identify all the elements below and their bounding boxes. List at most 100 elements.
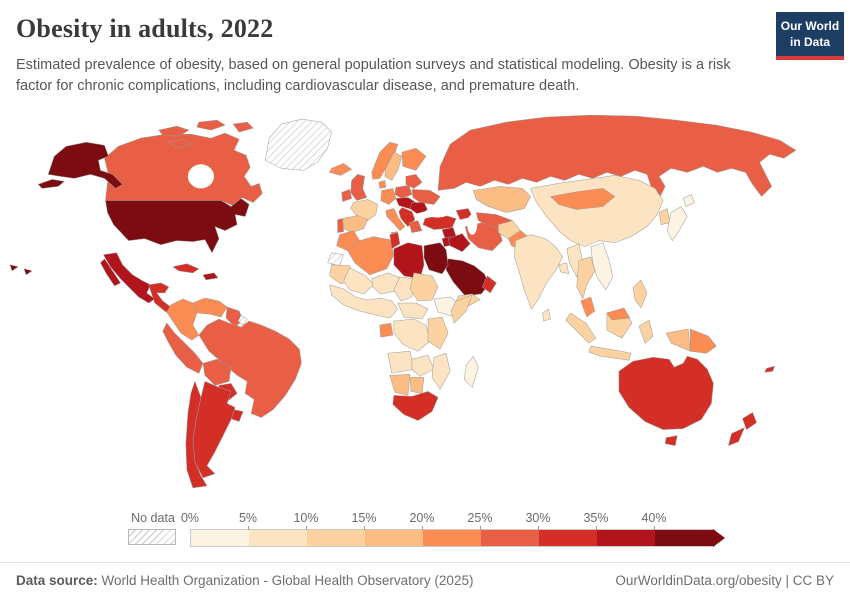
map-region-poland[interactable]	[394, 185, 413, 199]
legend-segment[interactable]	[423, 530, 481, 546]
map-region-saudi-arabia[interactable]	[445, 258, 490, 297]
legend-tick-row: 0% 5% 10% 15% 20% 25% 30% 35% 40%	[181, 511, 712, 530]
legend-segment[interactable]	[191, 530, 249, 546]
legend-open-end-arrow	[713, 529, 725, 547]
map-region-malaysia[interactable]	[580, 296, 596, 318]
map-region-malaysia-borneo[interactable]	[606, 307, 631, 321]
map-region-zambia[interactable]	[411, 354, 435, 377]
map-region-png[interactable]	[690, 328, 717, 354]
map-region-spain[interactable]	[341, 215, 368, 233]
map-region-greece[interactable]	[408, 220, 423, 233]
legend-tick-label: 40%	[641, 511, 667, 525]
map-region-tunisia[interactable]	[389, 232, 401, 249]
legend-no-data-label: No data	[131, 511, 175, 525]
map-region-cuba[interactable]	[172, 263, 200, 274]
legend-tick-mark	[538, 526, 539, 530]
map-region-kazakhstan[interactable]	[472, 186, 531, 213]
map-region-sweden[interactable]	[384, 152, 403, 181]
map-region-iraq[interactable]	[447, 233, 471, 252]
map-region-sumatra[interactable]	[565, 312, 597, 344]
legend-segment[interactable]	[655, 530, 713, 546]
legend-tick-label: 10%	[293, 511, 319, 525]
map-region-denmark[interactable]	[378, 180, 387, 189]
map-region-usa-hawaii[interactable]	[9, 264, 33, 276]
legend-tick-mark	[480, 526, 481, 530]
owid-credit-link[interactable]: OurWorldinData.org/obesity | CC BY	[615, 573, 834, 588]
map-region-ukraine[interactable]	[411, 189, 441, 205]
map-region-japan[interactable]	[666, 194, 695, 241]
map-region-south-africa[interactable]	[392, 391, 439, 421]
map-region-canada-arctic[interactable]	[158, 119, 254, 149]
map-region-tasmania[interactable]	[664, 435, 678, 446]
map-region-australia[interactable]	[618, 355, 714, 430]
hudson-bay	[187, 164, 214, 189]
map-region-thailand[interactable]	[576, 256, 596, 300]
map-region-guyanas[interactable]	[225, 306, 244, 328]
map-region-french-guiana[interactable]	[237, 314, 248, 326]
map-region-venezuela[interactable]	[192, 297, 228, 318]
map-region-uk[interactable]	[350, 174, 367, 201]
map-region-sri-lanka[interactable]	[542, 308, 551, 322]
map-region-usa[interactable]	[105, 198, 250, 253]
map-region-mexico[interactable]	[100, 252, 155, 304]
map-region-finland[interactable]	[401, 147, 427, 171]
map-region-usa-alaska[interactable]	[37, 141, 123, 189]
map-region-china[interactable]	[530, 175, 664, 247]
map-region-mongolia[interactable]	[550, 188, 616, 210]
map-region-mali[interactable]	[343, 267, 375, 295]
map-region-balkans[interactable]	[398, 207, 416, 227]
legend-segment[interactable]	[481, 530, 539, 546]
map-region-mozambique[interactable]	[431, 352, 451, 390]
map-region-botswana[interactable]	[409, 377, 425, 394]
map-region-france[interactable]	[350, 199, 379, 221]
map-region-peru[interactable]	[162, 322, 204, 374]
map-region-namibia[interactable]	[389, 374, 411, 396]
map-region-hispaniola[interactable]	[202, 272, 219, 281]
map-region-canada[interactable]	[104, 132, 263, 206]
map-region-western-sahara[interactable]	[327, 252, 344, 267]
map-region-brazil[interactable]	[198, 318, 302, 418]
map-region-central-africa[interactable]	[397, 302, 429, 320]
map-region-ireland[interactable]	[341, 189, 352, 202]
map-region-madagascar[interactable]	[463, 355, 479, 388]
legend-tick-label: 0%	[180, 511, 200, 525]
map-region-new-guinea-west[interactable]	[665, 328, 691, 352]
map-region-bolivia[interactable]	[202, 358, 232, 386]
legend-no-data-swatch[interactable]	[128, 529, 176, 545]
legend-segment[interactable]	[365, 530, 423, 546]
legend-segment[interactable]	[539, 530, 597, 546]
map-region-egypt[interactable]	[423, 242, 449, 275]
map-region-iceland[interactable]	[329, 163, 352, 176]
map-region-belarus-baltics[interactable]	[405, 174, 423, 189]
page-title: Obesity in adults, 2022	[16, 14, 274, 43]
map-region-russia[interactable]	[437, 114, 797, 197]
map-region-greenland[interactable]	[264, 118, 332, 171]
map-region-java[interactable]	[588, 345, 632, 361]
map-region-angola[interactable]	[387, 350, 415, 374]
map-region-chile[interactable]	[185, 381, 208, 489]
map-region-bangladesh[interactable]	[558, 262, 569, 275]
legend-segment[interactable]	[597, 530, 655, 546]
map-region-portugal[interactable]	[337, 218, 344, 233]
map-region-korea[interactable]	[658, 208, 671, 225]
map-region-drc[interactable]	[393, 318, 431, 352]
map-region-new-zealand[interactable]	[728, 412, 757, 446]
legend-segment[interactable]	[249, 530, 307, 546]
map-region-fiji[interactable]	[764, 366, 775, 373]
map-region-gabon[interactable]	[379, 322, 394, 338]
legend-segment[interactable]	[307, 530, 365, 546]
map-region-east-africa[interactable]	[427, 316, 449, 350]
map-region-philippines[interactable]	[632, 279, 648, 309]
map-region-india[interactable]	[514, 234, 563, 310]
map-region-sudan[interactable]	[409, 272, 439, 302]
owid-logo[interactable]: Our World in Data	[776, 12, 844, 61]
map-region-libya[interactable]	[393, 242, 425, 280]
map-region-somalia[interactable]	[450, 294, 473, 324]
map-region-chad[interactable]	[393, 276, 415, 302]
map-region-romania[interactable]	[409, 202, 429, 214]
map-region-sulawesi[interactable]	[638, 319, 654, 344]
map-region-germany[interactable]	[380, 188, 397, 205]
map-region-vietnam[interactable]	[590, 242, 614, 291]
map-region-west-africa[interactable]	[329, 284, 399, 319]
map-region-oman[interactable]	[482, 275, 497, 294]
